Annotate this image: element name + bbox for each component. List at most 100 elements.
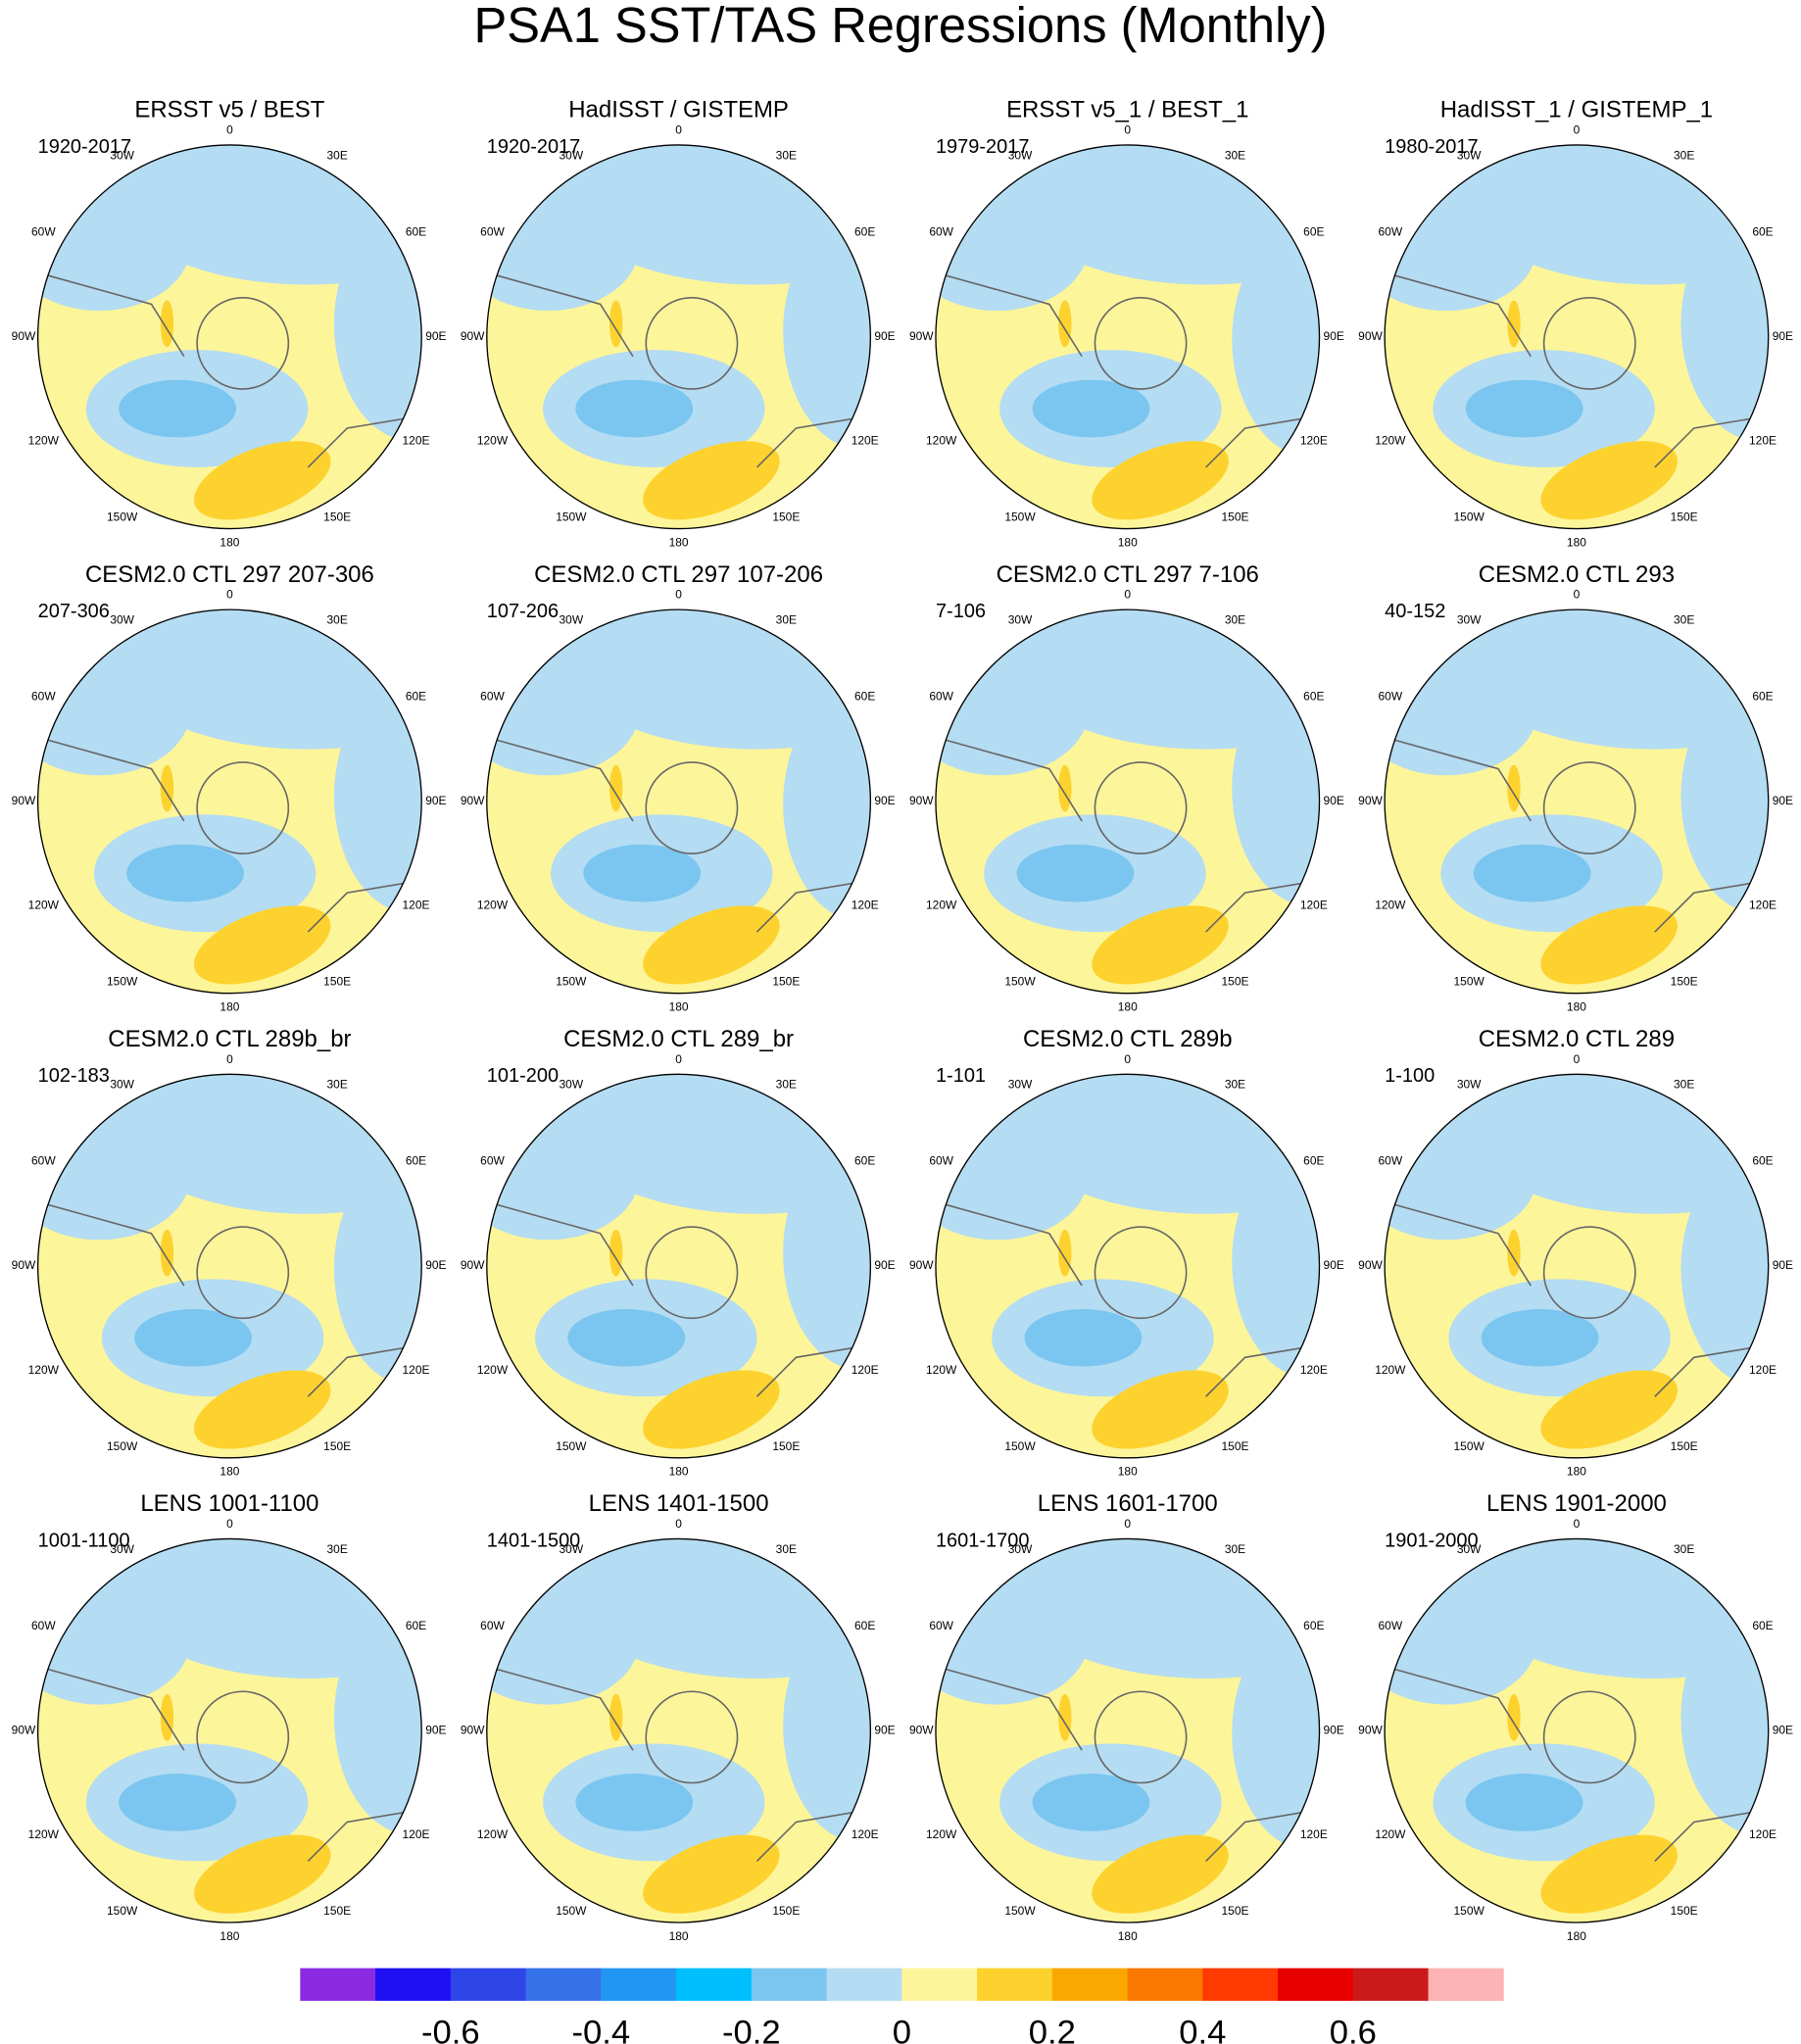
coastline (486, 1199, 634, 1287)
panel-period: 1920-2017 (38, 136, 132, 158)
lon-label: 0 (1124, 1517, 1131, 1531)
antarctica (1094, 297, 1188, 390)
colorbar-tick-label: 0 (893, 2015, 911, 2044)
antarctica (1094, 1690, 1188, 1784)
lon-label: 30W (1457, 1542, 1482, 1556)
lon-label: 150W (107, 1439, 138, 1453)
lon-label: 30W (1008, 1078, 1033, 1092)
lon-label: 150E (323, 1439, 351, 1453)
coastline (307, 1808, 422, 1862)
orange-region (160, 764, 174, 812)
lon-label: 30E (1674, 1542, 1694, 1556)
panel-title: CESM2.0 CTL 297 107-206 (534, 561, 823, 588)
lon-label: 30W (560, 613, 584, 627)
blue-region (119, 1774, 237, 1831)
lon-label: 120E (852, 1827, 879, 1841)
lon-label: 60E (1303, 1619, 1324, 1632)
lon-label: 60W (929, 224, 953, 238)
orange-region (643, 1834, 780, 1914)
lon-label: 90E (425, 1258, 446, 1272)
map-panel (935, 1538, 1320, 1922)
antarctica (1094, 1226, 1188, 1320)
panel-title: CESM2.0 CTL 289b_br (108, 1026, 351, 1052)
orange-region (1092, 441, 1229, 520)
lon-label: 60W (31, 1154, 56, 1168)
lon-label: 150E (772, 1439, 800, 1453)
lon-label: 30E (1225, 1542, 1245, 1556)
lon-label: 60E (854, 690, 875, 704)
lon-label: 60W (31, 1619, 56, 1632)
lon-label: 120E (852, 433, 879, 447)
blue-region (333, 678, 422, 914)
orange-region (1092, 1370, 1229, 1449)
coastline (935, 1199, 1083, 1287)
lon-label: 90E (874, 329, 895, 343)
lon-label: 150W (1004, 1904, 1036, 1918)
orange-region (1507, 764, 1521, 812)
blue-region (1032, 1774, 1150, 1831)
lon-label: 30W (560, 1542, 584, 1556)
map-border (36, 608, 422, 995)
lon-label: 0 (1574, 1517, 1581, 1531)
coastline (1654, 1808, 1769, 1862)
lon-label: 90E (874, 1258, 895, 1272)
lon-label: 150W (107, 1904, 138, 1918)
lon-label: 120E (1300, 899, 1328, 912)
lon-label: 90W (909, 329, 934, 343)
lon-label: 180 (669, 1000, 689, 1014)
lon-label: 30E (776, 613, 797, 627)
panel-title: LENS 1401-1500 (589, 1490, 769, 1517)
lon-label: 120W (28, 433, 60, 447)
blue-region (783, 214, 871, 450)
lon-label: 120W (926, 1827, 957, 1841)
lon-label: 90W (1358, 794, 1383, 807)
antarctica (645, 1226, 739, 1320)
antarctica (645, 761, 739, 854)
lon-label: 30W (560, 148, 584, 162)
lon-label: 120W (477, 899, 509, 912)
lon-label: 30W (1457, 1078, 1482, 1092)
blue-region (935, 179, 1089, 312)
blue-region (1680, 1600, 1769, 1835)
lon-label: 0 (226, 122, 233, 136)
blue-region (1465, 1774, 1583, 1831)
lon-label: 30W (110, 1542, 134, 1556)
colorbar-box (1428, 1968, 1504, 2001)
panel-period: 1-100 (1385, 1065, 1435, 1087)
map-border (1384, 1537, 1770, 1923)
blue-region (567, 1309, 686, 1367)
lon-label: 150W (556, 510, 587, 523)
blue-region (486, 1109, 640, 1241)
colorbar-box (901, 1968, 978, 2001)
map-border (36, 1537, 422, 1923)
lon-label: 60W (31, 224, 56, 238)
colorbar-box (300, 1968, 376, 2001)
lon-label: 0 (1574, 588, 1581, 602)
orange-region (1092, 1834, 1229, 1914)
blue-region (575, 1774, 694, 1831)
map-panel (1385, 1074, 1769, 1458)
lon-label: 60W (480, 224, 505, 238)
antarctica (1542, 1690, 1636, 1784)
lon-label: 120W (1375, 1827, 1406, 1841)
blue-region (1016, 844, 1135, 902)
map-panel (935, 609, 1320, 994)
orange-region (193, 441, 331, 520)
antarctica (645, 297, 739, 390)
panel-title: CESM2.0 CTL 293 (1479, 561, 1675, 588)
lon-label: 90W (12, 1258, 36, 1272)
map-panel (37, 1538, 422, 1922)
panel-period: 1001-1100 (38, 1530, 130, 1551)
lon-label: 150W (107, 510, 138, 523)
lon-label: 60E (406, 224, 426, 238)
lon-label: 90E (1324, 329, 1344, 343)
antarctica (1542, 1226, 1636, 1320)
colorbar-tick-label: -0.2 (722, 2015, 781, 2044)
coastline (755, 1808, 871, 1862)
lon-label: 90E (425, 329, 446, 343)
lon-label: 30W (560, 1078, 584, 1092)
lon-label: 30E (1674, 148, 1694, 162)
map-panel (935, 1074, 1320, 1458)
lon-label: 30W (110, 1078, 134, 1092)
lon-label: 90W (12, 329, 36, 343)
